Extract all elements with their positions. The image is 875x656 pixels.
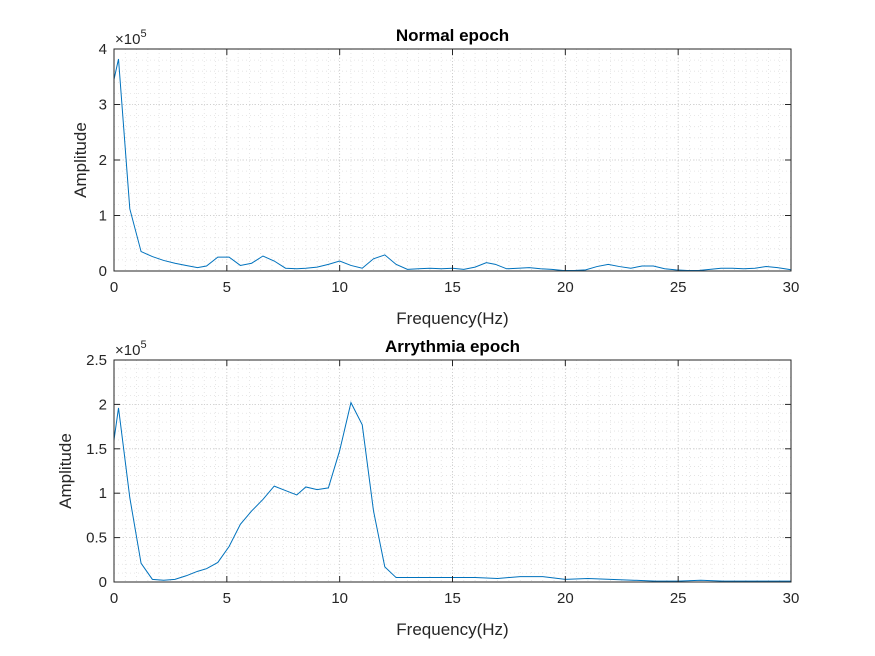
chart-title: Arrythmia epoch — [385, 337, 520, 356]
x-tick-label: 0 — [110, 590, 118, 607]
x-tick-label: 25 — [670, 279, 687, 296]
series-line — [113, 401, 791, 582]
y-tick-label: 2.5 — [86, 352, 107, 369]
multiplier-exponent: 5 — [140, 339, 146, 351]
x-tick-label: 20 — [557, 279, 574, 296]
x-tick-label: 10 — [331, 590, 348, 607]
y-tick-label: 1 — [99, 485, 107, 502]
x-tick-label: 10 — [331, 279, 348, 296]
x-axis-label: Frequency(Hz) — [396, 309, 508, 328]
y-tick-label: 0 — [99, 263, 107, 280]
y-tick-label: 1.5 — [86, 441, 107, 458]
y-tick-label: 4 — [99, 41, 107, 58]
subplot-arrythmia-epoch: 0 5 10 15 20 25 30 0 0.5 1 1.5 2 2.5 Arrythmia epoch… — [56, 337, 799, 639]
x-tick-label: 15 — [444, 590, 461, 607]
x-tick-label: 20 — [557, 590, 574, 607]
grid — [113, 359, 792, 583]
x-axis-label: Frequency(Hz) — [396, 620, 508, 639]
ticks: 0 5 10 15 20 25 30 0 0.5 1 1.5 2 2.5 — [86, 352, 799, 607]
y-tick-label: 3 — [99, 97, 107, 114]
ticks: 0 5 10 15 20 25 30 0 1 2 3 4 — [99, 41, 800, 296]
x-tick-label: 30 — [783, 279, 800, 296]
y-axis-multiplier: ×105 — [115, 339, 147, 359]
y-tick-label: 2 — [99, 396, 107, 413]
multiplier-base: ×10 — [115, 31, 140, 48]
y-axis-label: Amplitude — [56, 433, 75, 509]
y-axis-multiplier: ×105 — [115, 28, 147, 48]
x-tick-label: 30 — [783, 590, 800, 607]
chart-title: Normal epoch — [396, 26, 509, 45]
y-tick-label: 0 — [99, 574, 107, 591]
x-tick-label: 15 — [444, 279, 461, 296]
y-tick-label: 0.5 — [86, 530, 107, 547]
y-tick-label: 1 — [99, 208, 107, 225]
subplot-normal-epoch: 0 5 10 15 20 25 30 0 1 2 3 4 Normal epoch Frequency… — [71, 26, 799, 328]
x-tick-label: 5 — [223, 590, 231, 607]
y-axis-label: Amplitude — [71, 122, 90, 198]
x-tick-label: 5 — [223, 279, 231, 296]
multiplier-base: ×10 — [115, 342, 140, 359]
x-tick-label: 25 — [670, 590, 687, 607]
y-tick-label: 2 — [99, 152, 107, 169]
multiplier-exponent: 5 — [140, 28, 146, 40]
x-tick-label: 0 — [110, 279, 118, 296]
